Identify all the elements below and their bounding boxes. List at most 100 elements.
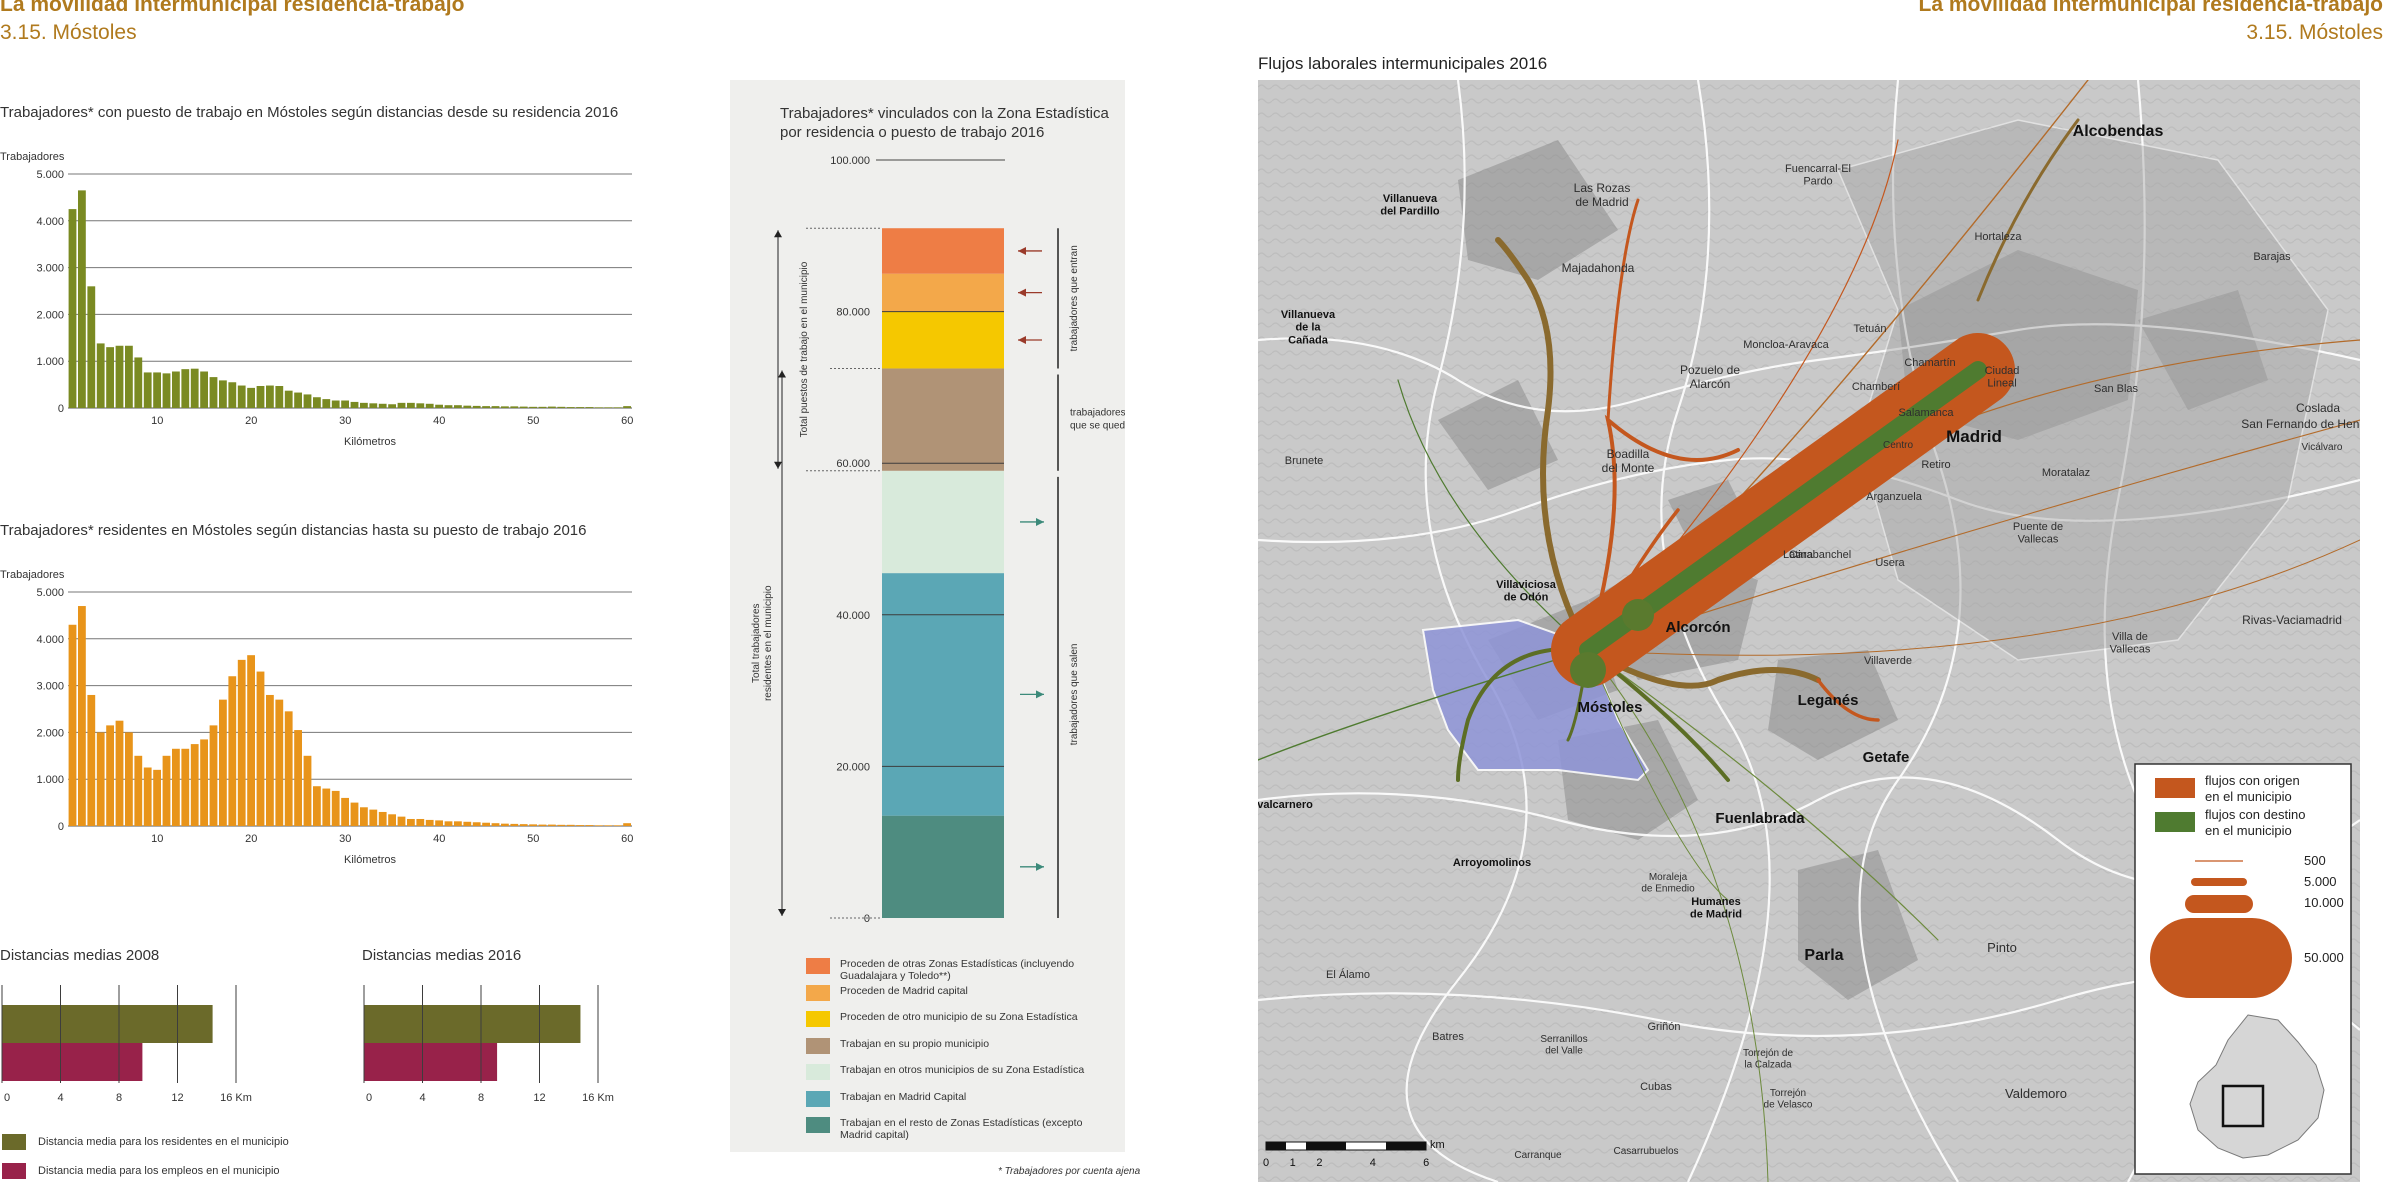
hist-residence-bar [501, 823, 509, 826]
map-place-label: Pozuelo de Alarcón [1680, 363, 1740, 391]
map-place-label: Coslada [2296, 401, 2340, 415]
map-place-label: Torrejón de la Calzada [1743, 1048, 1793, 1071]
zone-label-quedan-1: trabajadores [1070, 408, 1125, 419]
zone-arrow-out-head [1036, 862, 1044, 871]
legend-size-10000: 10.000 [2304, 895, 2344, 910]
hist-workplace-xtick: 40 [433, 415, 445, 427]
hist-residence-bar [435, 820, 443, 826]
hist-workplace-bar [604, 407, 613, 408]
hist-workplace-bar [576, 407, 584, 408]
map-place-label: Salamanca [1898, 407, 1954, 419]
right-header-title: La movilidad intermunicipal residencia-t… [1918, 0, 2383, 16]
hist-workplace-xtick: 50 [527, 415, 539, 427]
hist-residence-bar [538, 824, 547, 826]
mostoles-node [1570, 652, 1606, 688]
map-place-label: Brunete [1285, 455, 1324, 467]
map-place-label: Chamberí [1852, 381, 1900, 393]
map-place-label: Alcorcón [1665, 619, 1730, 636]
dist-2016-xtick: 4 [419, 1092, 425, 1104]
zone-legend-swatch [806, 958, 830, 974]
legend-size-500: 500 [2304, 853, 2326, 868]
dist-2016-bar [364, 1005, 581, 1043]
legend-size-50000-shape [2150, 918, 2292, 998]
map-place-label: Navalcarnero [1258, 799, 1313, 811]
hist-residence-bar [331, 790, 340, 826]
zone-legend-swatch [806, 1037, 830, 1054]
hist-residence-bar [444, 821, 453, 826]
scale-bar: km 0 1 2 4 6 [1263, 1139, 1445, 1169]
hist-workplace-xtick: 30 [339, 415, 351, 427]
hist-residence-bar [472, 822, 481, 826]
zone-legend-swatch [806, 984, 830, 1001]
hist-workplace-bar [228, 382, 237, 408]
map-place-label: Batres [1432, 1031, 1464, 1043]
zone-ytick: 20.000 [836, 761, 870, 773]
hist-workplace-bar [266, 385, 274, 408]
hist-workplace-bar [143, 372, 152, 408]
hist-residence-bar [595, 825, 603, 826]
zone-legend-label: Proceden de otras Zonas Estadísticas (in… [840, 958, 1075, 982]
map-place-label: Casarrubuelos [1613, 1146, 1678, 1157]
hist-residence-bar [181, 748, 190, 826]
map-labels: Alcobendas Fuencarral-El Pardo Las Rozas de … [1258, 123, 2360, 1161]
dist-legend-swatch-residents [2, 1134, 26, 1150]
dist-2008-chart: 0 4 8 12 16 Km [1, 985, 252, 1104]
zone-legend-item: Proceden de otras Zonas Estadísticas (in… [806, 958, 1106, 982]
hist-workplace-bar [623, 406, 631, 408]
scale-tick: 6 [1423, 1157, 1429, 1169]
map-place-label: El Álamo [1326, 968, 1370, 981]
zone-legend-item: Trabajan en su propio municipio [806, 1037, 1106, 1054]
legend-size-5000: 5.000 [2304, 874, 2337, 889]
zone-legend-label: Trabajan en el resto de Zonas Estadístic… [840, 1117, 1083, 1141]
scale-tick: 1 [1290, 1157, 1296, 1169]
scale-bar-segment-2 [1306, 1142, 1346, 1150]
hist-residence-bar [397, 816, 406, 826]
map-place-label: Fuencarral-El Pardo [1785, 163, 1851, 188]
hist-residence-bar [115, 720, 124, 826]
hist-residence-ytick: 2.000 [36, 727, 64, 739]
dist-2008-xtick: 12 [171, 1092, 183, 1104]
hist-workplace-bar [566, 407, 575, 408]
hist-workplace-bar [190, 368, 199, 408]
map-place-label: Arganzuela [1866, 491, 1923, 503]
hist-residence-bar [247, 655, 255, 826]
hist-residence-xtick: 40 [433, 833, 445, 845]
map-place-label: Majadahonda [1562, 261, 1635, 275]
hist-residence-bar [360, 807, 368, 826]
zone-legend-swatch [806, 1117, 830, 1133]
zone-legend-label: Proceden de Madrid capital [840, 984, 968, 997]
hist-residence-bar [425, 819, 434, 826]
hist-residence-bar [482, 822, 490, 826]
dist-2008-bar [2, 1043, 143, 1081]
dist-legend-label-residents: Distancia media para los residentes en e… [38, 1136, 289, 1148]
zone-arrow-out-head [1036, 690, 1044, 699]
hist-residence-bar [548, 824, 556, 826]
hist-residence-bar [378, 811, 387, 826]
dist-2016-chart: 0 4 8 12 16 Km [363, 985, 614, 1104]
zone-ytick: 60.000 [836, 458, 870, 470]
hist-residence-bar [407, 818, 415, 826]
hist-residence-bar [228, 676, 237, 826]
hist-workplace-ytick: 4.000 [36, 216, 64, 228]
hist-residence-bar [303, 755, 312, 826]
dist-2008-xtick: 8 [116, 1092, 122, 1104]
hist-workplace-bar [360, 402, 368, 408]
map-place-label: Serranillos del Valle [1540, 1034, 1587, 1057]
zone-legend-item: Proceden de otro municipio de su Zona Es… [806, 1011, 1106, 1027]
madrid-city-area [1836, 119, 2329, 661]
hist-residence-bar [266, 694, 274, 826]
hist-workplace-title: Trabajadores* con puesto de trabajo en M… [0, 104, 619, 121]
hist-residence-bar [369, 809, 378, 826]
map-place-label: Alcobendas [2073, 123, 2164, 140]
hist-workplace-ytick: 2.000 [36, 309, 64, 321]
map-place-label: Villa de Vallecas [2110, 631, 2151, 656]
map-place-label: Tetuán [1853, 323, 1886, 335]
map-place-label: Carranque [1514, 1150, 1562, 1161]
zone-footnote: * Trabajadores por cuenta ajena [998, 1166, 1141, 1177]
zone-segment [882, 311, 1004, 369]
hist-workplace-bar [501, 406, 509, 408]
zone-label-total-trabajadores-1: Total trabajadores [751, 603, 762, 683]
hist-workplace-xtick: 20 [245, 415, 257, 427]
map-place-label: San Fernando de Henares [2241, 417, 2360, 431]
map-place-label: Getafe [1863, 749, 1910, 766]
